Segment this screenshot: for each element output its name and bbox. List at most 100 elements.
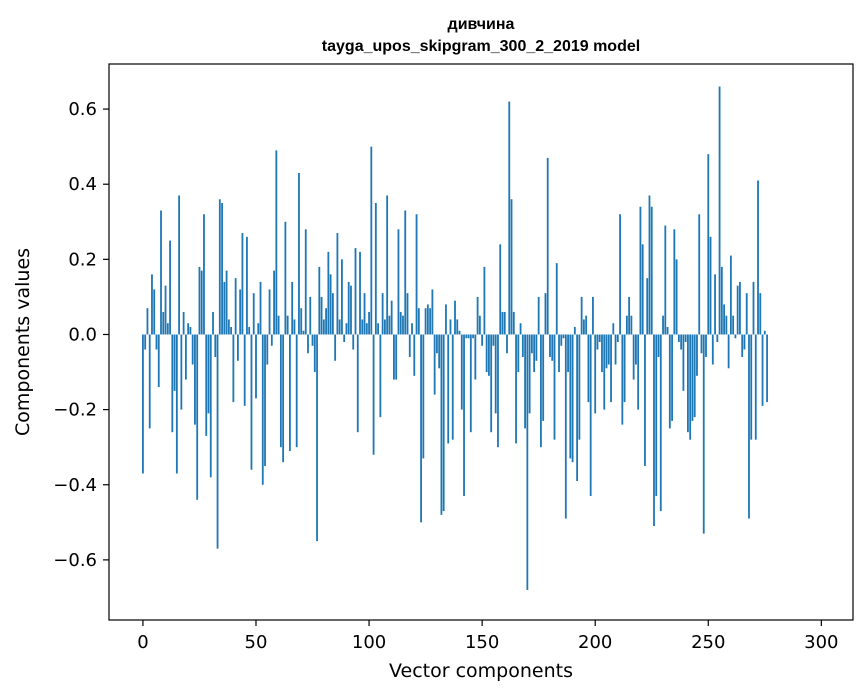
bar [601,334,603,373]
chart-title-line2: tayga_upos_skipgram_300_2_2019 model [322,38,640,55]
bar [630,315,633,335]
bar [718,86,721,335]
bar [641,244,644,335]
bar [187,323,190,335]
bar [501,311,504,335]
bar [395,334,398,380]
bar [510,199,513,335]
bar [171,334,174,433]
bar [338,319,341,335]
bar [325,308,327,335]
bar [596,334,599,350]
bar [372,334,375,455]
bar [293,319,296,335]
bar [343,334,346,342]
bar [499,244,502,335]
bar [198,266,201,335]
y-axis-ticks: −0.6 −0.4 −0.2 0.0 0.2 0.4 0.6 [53,99,109,571]
bar [194,334,196,425]
bar [436,334,438,354]
bar [406,293,409,335]
bar [307,334,309,354]
bar [739,281,741,335]
bar [582,319,585,335]
bar [311,334,314,346]
bar [239,289,242,335]
x-tick-label: 50 [245,632,268,653]
bar [166,323,169,335]
bar [227,319,230,335]
bar [664,225,667,335]
bar [700,334,703,354]
bar [361,319,364,335]
bar [677,334,680,342]
bar [237,334,239,361]
bar [218,199,221,335]
bar [732,315,735,335]
bar [241,233,244,335]
bar [761,334,764,406]
bar [757,180,759,335]
bar [144,334,147,350]
y-tick-label: −0.4 [53,475,97,496]
bar [763,330,766,335]
bar [535,334,538,361]
bar [494,334,497,414]
bar [243,334,246,406]
bar [569,334,572,459]
bar [723,304,726,335]
bar [558,334,560,373]
bar [203,214,205,335]
x-tick-label: 0 [137,632,148,653]
bar [264,334,266,466]
bar [363,293,366,335]
bar [429,308,432,335]
bar [478,315,481,335]
bar [662,315,664,335]
y-tick-label: −0.6 [53,550,97,571]
bar [711,334,714,365]
bar [379,334,382,418]
bar [644,334,646,466]
bar [386,195,389,335]
bar [671,334,673,421]
bar [221,203,223,335]
bar [490,334,493,433]
bar [413,334,416,376]
x-tick-label: 200 [578,632,612,653]
bar [422,334,425,459]
bar [673,229,676,335]
bar [331,293,334,335]
bar [585,315,588,335]
y-tick-label: 0.2 [68,249,97,270]
bar [564,334,567,519]
bar [544,293,547,335]
bar [442,334,445,512]
bar [592,296,594,335]
bar [625,315,628,335]
bar [329,274,332,335]
bar [696,334,698,376]
bar [515,334,517,444]
bar [666,326,669,335]
y-tick-label: 0.6 [68,99,97,120]
bar [225,270,228,335]
bar [417,308,420,335]
bar [727,334,730,369]
bar [180,334,183,410]
bar [506,334,508,354]
bar [248,326,251,335]
bar [368,311,370,335]
bar [214,334,217,358]
bar [542,334,545,421]
bar [474,334,477,380]
bar [234,278,237,335]
bar [743,334,746,350]
bar [370,146,373,335]
bar [383,319,386,335]
bar [621,334,624,425]
y-axis-label: Components values [12,248,34,436]
bar [318,266,321,335]
bar [562,334,565,339]
bar [614,334,617,365]
